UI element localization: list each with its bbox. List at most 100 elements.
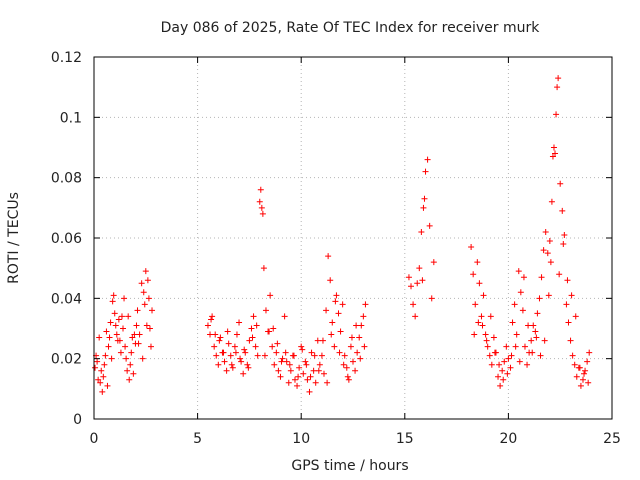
x-tick-label: 10 (292, 431, 310, 447)
data-point (291, 376, 298, 383)
data-point (360, 313, 367, 320)
data-point (550, 144, 557, 151)
data-point (92, 364, 99, 371)
data-point (114, 337, 121, 344)
data-point (298, 343, 305, 350)
data-point (99, 388, 106, 395)
data-point (340, 361, 347, 368)
data-point (361, 343, 368, 350)
data-point (552, 150, 559, 157)
data-point (310, 367, 317, 374)
data-point (207, 331, 214, 338)
y-tick-label: 0 (73, 412, 82, 428)
y-tick-labels: 0 0.02 0.04 0.06 0.08 0.1 0.12 (51, 50, 82, 428)
data-point (486, 352, 493, 359)
data-point (244, 361, 251, 368)
data-point (246, 337, 253, 344)
data-point (142, 268, 149, 275)
data-point (125, 313, 132, 320)
data-point (248, 325, 255, 332)
data-point (336, 349, 343, 356)
y-tick-label: 0.1 (60, 110, 82, 126)
data-point (231, 343, 238, 350)
data-point (504, 370, 511, 377)
data-point (261, 352, 268, 359)
data-point (547, 259, 554, 266)
data-point (512, 343, 519, 350)
data-point (213, 352, 220, 359)
data-point (117, 349, 124, 356)
data-point (428, 295, 435, 302)
data-point (472, 301, 479, 308)
data-point (95, 376, 102, 383)
data-point (528, 337, 535, 344)
data-point (120, 325, 127, 332)
data-point (564, 277, 571, 284)
data-point (258, 204, 265, 211)
data-point (533, 334, 540, 341)
data-point (287, 367, 294, 374)
data-point (320, 370, 327, 377)
data-point (106, 334, 113, 341)
data-point (405, 274, 412, 281)
data-point (130, 370, 137, 377)
data-point (324, 379, 331, 386)
data-point (215, 361, 222, 368)
data-point (204, 322, 211, 329)
data-point (212, 331, 219, 338)
data-point (540, 247, 547, 254)
data-point (419, 277, 426, 284)
data-point (348, 334, 355, 341)
data-point (217, 334, 224, 341)
data-point (299, 346, 306, 353)
data-point (110, 292, 117, 299)
data-point (332, 298, 339, 305)
data-point (256, 198, 263, 205)
data-point (541, 337, 548, 344)
data-point (509, 319, 516, 326)
data-point (232, 349, 239, 356)
data-point (127, 361, 134, 368)
data-point (354, 349, 361, 356)
y-axis-label: ROTI / TECUs (6, 192, 22, 284)
data-point (414, 280, 421, 287)
data-point (306, 388, 313, 395)
data-point (565, 319, 572, 326)
data-point (421, 195, 428, 202)
data-point (245, 364, 252, 371)
x-tick-label: 20 (499, 431, 517, 447)
x-tick-label: 15 (396, 431, 414, 447)
x-axis-label: GPS time / hours (291, 458, 408, 474)
data-point (585, 379, 592, 386)
x-tick-labels: 0 5 10 15 20 25 (90, 431, 621, 447)
data-point (100, 373, 107, 380)
data-point (314, 337, 321, 344)
chart-grid (94, 57, 612, 419)
y-tick-label: 0.04 (51, 291, 82, 307)
data-point (109, 298, 116, 305)
data-point (257, 186, 264, 193)
data-point (216, 337, 223, 344)
data-point (560, 241, 567, 248)
data-point (101, 361, 108, 368)
data-point (511, 301, 518, 308)
data-point (145, 295, 152, 302)
data-point (323, 307, 330, 314)
data-point (420, 204, 427, 211)
data-point (426, 222, 433, 229)
data-point (507, 364, 514, 371)
y-tick-label: 0.12 (51, 50, 82, 66)
data-point (362, 301, 369, 308)
data-point (250, 313, 257, 320)
data-point (474, 259, 481, 266)
data-point (260, 265, 267, 272)
data-point (208, 316, 215, 323)
data-point (311, 352, 318, 359)
data-point (537, 352, 544, 359)
data-point (470, 271, 477, 278)
data-point (561, 231, 568, 238)
data-point (517, 289, 524, 296)
data-point (282, 349, 289, 356)
data-point (278, 358, 285, 365)
data-point (102, 352, 109, 359)
